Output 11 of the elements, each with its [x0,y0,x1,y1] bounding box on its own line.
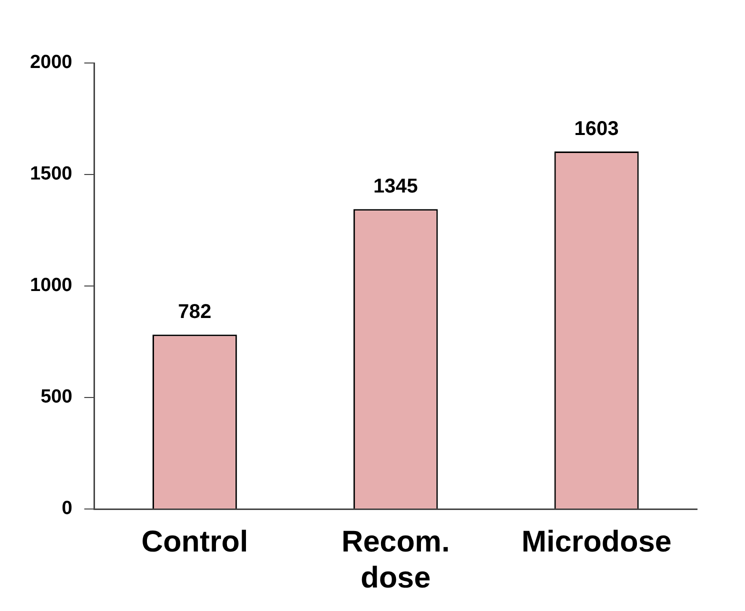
data-label: 1603 [574,118,619,140]
y-tick-label: 1000 [30,275,72,296]
x-tick-label: Recom. dose [341,525,450,594]
data-label: 1345 [373,176,418,198]
y-tick-label: 2000 [30,52,72,74]
y-tick-label: 0 [62,498,72,520]
x-tick-label: Microdose [522,525,672,558]
x-tick-label: Control [141,525,248,558]
data-label: 782 [178,301,212,324]
y-tick-label: 500 [40,386,72,408]
y-tick-label: 1500 [30,164,72,185]
